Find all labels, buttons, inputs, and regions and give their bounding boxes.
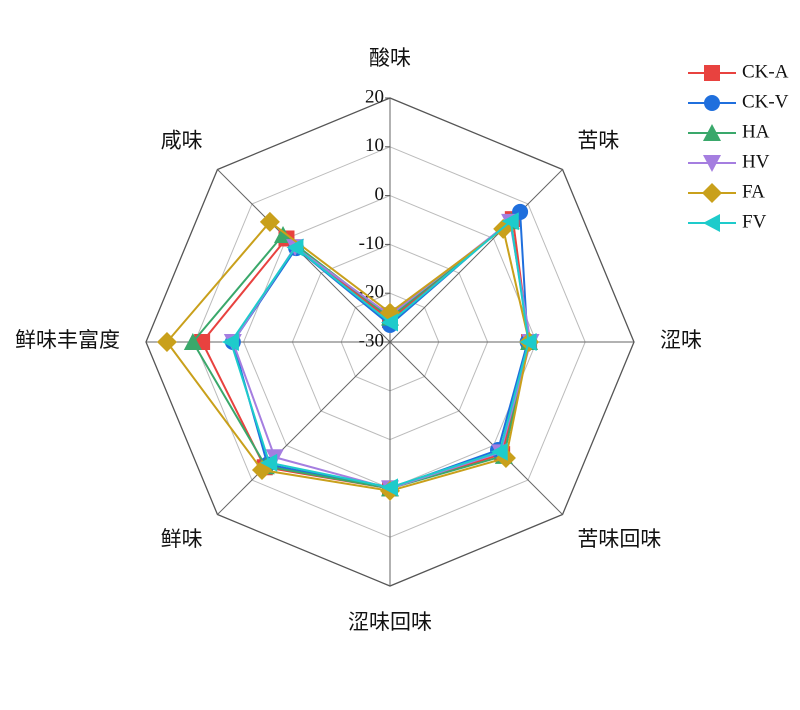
legend-item: FA bbox=[688, 181, 765, 203]
legend-label: HA bbox=[742, 121, 770, 142]
marker bbox=[381, 313, 398, 332]
legend-marker bbox=[702, 183, 722, 203]
marker bbox=[381, 478, 398, 497]
category-label: 涩味 bbox=[660, 328, 702, 352]
r-tick-label: 10 bbox=[365, 135, 384, 156]
marker bbox=[260, 453, 278, 472]
legend-label: FV bbox=[742, 211, 767, 232]
series bbox=[221, 212, 537, 497]
marker bbox=[519, 333, 537, 351]
legend-item: HA bbox=[688, 121, 770, 142]
legend-label: HV bbox=[742, 151, 770, 172]
category-label: 鲜味 bbox=[161, 527, 203, 551]
category-label: 涩味回味 bbox=[348, 610, 432, 634]
marker bbox=[183, 333, 202, 350]
series-line bbox=[191, 219, 531, 490]
marker bbox=[286, 238, 304, 257]
spoke bbox=[217, 341, 391, 515]
category-label: 咸味 bbox=[161, 128, 203, 152]
category-label: 苦味 bbox=[577, 128, 619, 152]
category-label: 鲜味丰富度 bbox=[15, 328, 120, 352]
legend-item: HV bbox=[688, 151, 770, 172]
legend-label: CK-A bbox=[742, 61, 789, 82]
legend-marker bbox=[704, 65, 720, 81]
marker bbox=[259, 211, 280, 232]
legend-label: CK-V bbox=[742, 91, 789, 112]
r-tick-label: -10 bbox=[359, 233, 384, 254]
legend-marker bbox=[703, 155, 721, 172]
spoke bbox=[217, 169, 391, 343]
spoke bbox=[389, 169, 563, 343]
r-tick-label: -30 bbox=[359, 330, 384, 351]
legend-item: CK-V bbox=[688, 91, 789, 112]
series-line bbox=[200, 217, 531, 490]
legend-item: FV bbox=[688, 211, 767, 232]
category-label: 苦味回味 bbox=[577, 527, 661, 551]
marker bbox=[501, 212, 519, 231]
legend-marker bbox=[704, 95, 720, 111]
marker bbox=[274, 226, 293, 244]
series-line bbox=[229, 219, 530, 489]
legend-label: FA bbox=[742, 181, 765, 202]
legend-marker bbox=[703, 214, 720, 232]
marker bbox=[156, 332, 177, 352]
legend-item: CK-A bbox=[688, 61, 789, 82]
legend-marker bbox=[703, 124, 721, 141]
spoke bbox=[389, 341, 563, 515]
marker bbox=[221, 333, 239, 351]
category-label: 酸味 bbox=[369, 46, 411, 70]
r-tick-label: 0 bbox=[375, 184, 385, 205]
r-tick-label: 20 bbox=[365, 86, 384, 107]
marker bbox=[490, 442, 508, 461]
